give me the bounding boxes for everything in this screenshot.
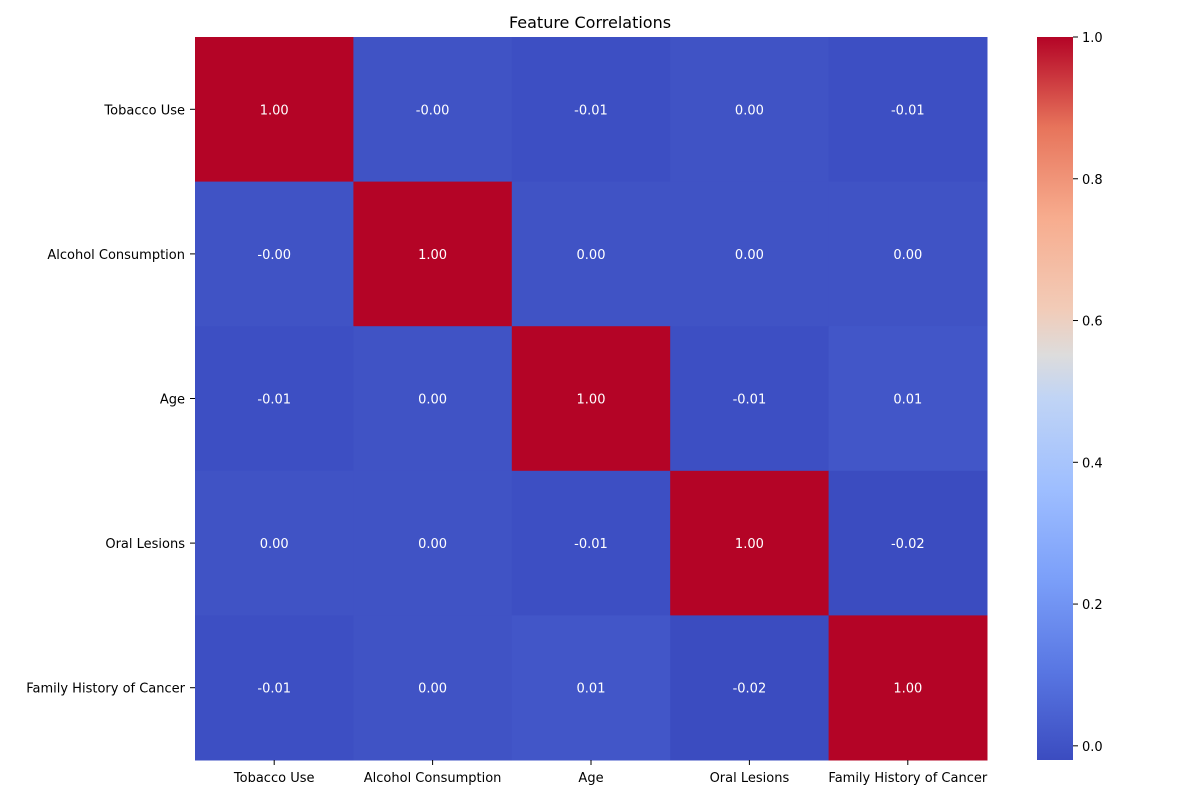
cell-value-label: -0.01 — [574, 537, 608, 552]
cell-value-label: 1.00 — [893, 682, 922, 697]
cell-value-label: -0.01 — [891, 103, 925, 118]
cell-value-label: -0.01 — [733, 393, 767, 408]
heatmap-cell — [353, 181, 513, 327]
heatmap-cell — [195, 470, 354, 616]
heatmap-cell — [828, 615, 988, 761]
heatmap-cell — [511, 470, 671, 616]
heatmap-cell — [670, 470, 830, 616]
cell-value-label: -0.02 — [733, 682, 767, 697]
heatmap-cell — [511, 326, 671, 472]
heatmap-cell — [353, 326, 513, 472]
heatmap-cell — [195, 326, 354, 472]
heatmap-cell — [670, 615, 830, 761]
heatmap-cell — [353, 470, 513, 616]
heatmap-cell — [353, 615, 513, 761]
colorbar-tick-label: 0.0 — [1082, 740, 1103, 755]
y-tick-label: Tobacco Use — [103, 103, 185, 118]
colorbar-tick-label: 0.2 — [1082, 598, 1103, 613]
y-tick-label: Alcohol Consumption — [47, 248, 185, 263]
heatmap-cell — [670, 326, 830, 472]
heatmap-cells — [195, 37, 988, 761]
cell-value-label: -0.01 — [257, 393, 291, 408]
heatmap-cell — [353, 37, 513, 183]
colorbar-ticks: 0.0 0.2 0.4 0.6 0.8 1.0 — [1073, 31, 1103, 755]
x-axis: Tobacco Use Alcohol Consumption Age Oral Le… — [233, 760, 988, 786]
cell-value-label: -0.02 — [891, 537, 925, 552]
cell-value-label: 0.01 — [893, 393, 922, 408]
x-tick-label: Alcohol Consumption — [364, 771, 502, 786]
heatmap-cell-labels: 1.00 -0.00 -0.01 0.00 -0.01 -0.00 1.00 0.00 0.00… — [257, 103, 924, 696]
y-tick-label: Family History of Cancer — [26, 682, 185, 697]
cell-value-label: 0.00 — [260, 537, 289, 552]
y-tick-label: Age — [160, 393, 185, 408]
colorbar-tick-label: 0.4 — [1082, 456, 1103, 471]
heatmap-cell — [828, 326, 988, 472]
cell-value-label: 0.01 — [577, 682, 606, 697]
y-tick-label: Oral Lesions — [105, 537, 185, 552]
cell-value-label: -0.01 — [257, 682, 291, 697]
cell-value-label: 1.00 — [418, 248, 447, 263]
heatmap-cell — [670, 37, 830, 183]
cell-value-label: 1.00 — [577, 393, 606, 408]
y-axis: Tobacco Use Alcohol Consumption Age Oral Le… — [26, 103, 195, 697]
heatmap-cell — [511, 37, 671, 183]
x-tick-label: Oral Lesions — [710, 771, 790, 786]
cell-value-label: -0.00 — [257, 248, 291, 263]
heatmap-cell — [828, 181, 988, 327]
cell-value-label: 0.00 — [577, 248, 606, 263]
colorbar-gradient — [1037, 37, 1073, 760]
cell-value-label: 0.00 — [735, 248, 764, 263]
x-tick-label: Tobacco Use — [233, 771, 315, 786]
heatmap-cell — [511, 181, 671, 327]
colorbar-tick-label: 0.6 — [1082, 315, 1103, 330]
colorbar: 0.0 0.2 0.4 0.6 0.8 1.0 — [1037, 31, 1103, 760]
colorbar-tick-label: 1.0 — [1082, 31, 1103, 46]
cell-value-label: 0.00 — [418, 682, 447, 697]
heatmap-cell — [511, 615, 671, 761]
cell-value-label: 0.00 — [418, 537, 447, 552]
heatmap-cell — [828, 37, 988, 183]
x-tick-label: Age — [578, 771, 603, 786]
cell-value-label: 0.00 — [418, 393, 447, 408]
heatmap-cell — [670, 181, 830, 327]
cell-value-label: 0.00 — [735, 103, 764, 118]
colorbar-tick-label: 0.8 — [1082, 173, 1103, 188]
cell-value-label: -0.01 — [574, 103, 608, 118]
cell-value-label: -0.00 — [416, 103, 450, 118]
x-tick-label: Family History of Cancer — [828, 771, 987, 786]
cell-value-label: 1.00 — [260, 103, 289, 118]
chart-title: Feature Correlations — [509, 13, 671, 32]
heatmap-cell — [828, 470, 988, 616]
cell-value-label: 1.00 — [735, 537, 764, 552]
cell-value-label: 0.00 — [893, 248, 922, 263]
heatmap-cell — [195, 615, 354, 761]
heatmap-cell — [195, 37, 354, 183]
heatmap-cell — [195, 181, 354, 327]
